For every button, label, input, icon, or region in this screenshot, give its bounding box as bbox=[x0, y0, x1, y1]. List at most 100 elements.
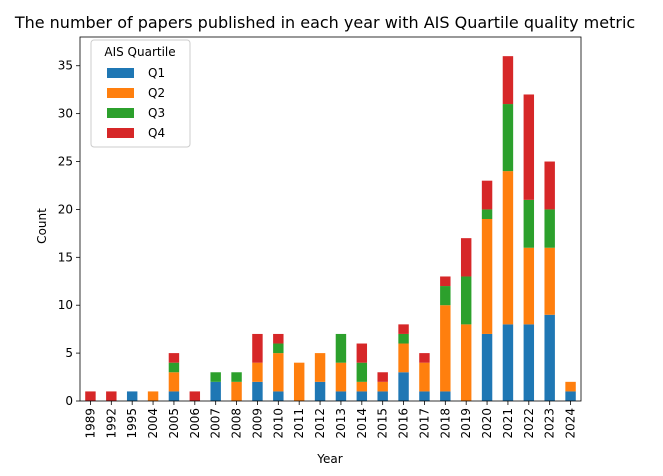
bar-q4-2005 bbox=[168, 353, 180, 363]
bar-q3-2010 bbox=[273, 343, 284, 354]
bar-q1-2022 bbox=[523, 324, 535, 401]
bar-q2-2017 bbox=[419, 362, 430, 392]
bar-q3-2019 bbox=[460, 276, 472, 325]
legend-box bbox=[90, 39, 191, 148]
bar-q3-2008 bbox=[231, 372, 242, 382]
bar-q4-1989 bbox=[85, 391, 96, 401]
bar-q4-2006 bbox=[189, 391, 201, 401]
x-tick-label: 2008 bbox=[230, 408, 244, 439]
bar-q1-2015 bbox=[377, 391, 388, 401]
y-tick-label: 20 bbox=[58, 202, 73, 216]
legend-items: Q1 Q2 Q3 Q4 bbox=[107, 66, 165, 140]
bar-q3-2022 bbox=[523, 199, 535, 248]
x-tick-label: 2016 bbox=[397, 408, 411, 439]
bar-q1-2005 bbox=[168, 391, 180, 401]
y-tick-label: 35 bbox=[58, 59, 73, 73]
legend-swatch-q2 bbox=[107, 88, 134, 98]
bar-q4-2014 bbox=[356, 343, 368, 363]
legend-swatch-q3 bbox=[107, 108, 134, 118]
y-axis-label: Count bbox=[35, 208, 49, 244]
y-tick-label: 5 bbox=[65, 346, 73, 360]
bar-q4-2016 bbox=[398, 324, 409, 334]
bar-q3-2020 bbox=[481, 209, 493, 219]
legend: AIS Quartile Q1 Q2 Q3 Q4 bbox=[90, 39, 191, 148]
x-tick-label: 2014 bbox=[355, 408, 369, 439]
bar-q4-2017 bbox=[419, 353, 430, 363]
x-tick-label: 2022 bbox=[522, 408, 536, 439]
x-tick-label: 1989 bbox=[83, 408, 97, 439]
bar-q2-2005 bbox=[168, 372, 180, 392]
x-tick-label: 2011 bbox=[292, 408, 306, 439]
y-tick-label: 10 bbox=[58, 298, 73, 312]
legend-swatch-q1 bbox=[107, 68, 134, 78]
x-tick-label: 2015 bbox=[376, 408, 390, 439]
bar-q3-2021 bbox=[502, 104, 514, 172]
y-axis-ticks: 0 5 10 15 20 25 30 35 bbox=[58, 59, 80, 408]
bar-q3-2014 bbox=[356, 362, 368, 382]
bar-q3-2013 bbox=[335, 333, 347, 363]
bar-q4-2022 bbox=[523, 94, 535, 200]
x-tick-label: 2021 bbox=[501, 408, 515, 439]
bar-q4-2019 bbox=[460, 238, 472, 277]
bar-q4-2018 bbox=[440, 276, 451, 287]
bar-q2-2016 bbox=[398, 343, 409, 373]
x-tick-label: 2009 bbox=[250, 408, 264, 439]
bar-q2-2011 bbox=[293, 362, 305, 401]
x-tick-label: 2023 bbox=[543, 408, 557, 439]
bar-q2-2004 bbox=[147, 391, 159, 401]
x-tick-label: 2004 bbox=[146, 408, 160, 439]
bar-q2-2010 bbox=[273, 353, 284, 392]
bar-q1-2010 bbox=[273, 391, 284, 401]
bar-q1-2017 bbox=[419, 391, 430, 401]
bar-q3-2005 bbox=[168, 362, 180, 373]
bar-q1-2021 bbox=[502, 324, 514, 401]
bar-q3-2023 bbox=[544, 209, 555, 248]
bar-q2-2015 bbox=[377, 381, 388, 392]
x-tick-label: 2019 bbox=[459, 408, 473, 439]
bar-q2-2014 bbox=[356, 381, 368, 392]
bar-q2-2008 bbox=[231, 381, 242, 401]
x-axis-ticks: 1989 1992 1995 2004 2005 2006 2007 2008 2009 2010… bbox=[83, 401, 578, 439]
bars bbox=[85, 56, 576, 401]
bar-q2-2021 bbox=[502, 171, 514, 325]
bar-q4-2023 bbox=[544, 161, 555, 210]
x-tick-label: 1992 bbox=[104, 408, 118, 439]
plot-frame bbox=[79, 36, 582, 402]
legend-label-q3: Q3 bbox=[148, 106, 165, 120]
y-tick-label: 0 bbox=[65, 394, 73, 408]
x-tick-label: 2013 bbox=[334, 408, 348, 439]
bar-q1-2007 bbox=[210, 381, 221, 401]
x-tick-label: 2007 bbox=[209, 408, 223, 439]
legend-title: AIS Quartile bbox=[104, 45, 175, 59]
bar-q1-2023 bbox=[544, 314, 555, 401]
x-tick-label: 2017 bbox=[417, 408, 431, 439]
x-tick-label: 2024 bbox=[564, 408, 578, 439]
bar-q4-2015 bbox=[377, 372, 388, 382]
bar-q2-2009 bbox=[252, 362, 263, 382]
bar-q4-2009 bbox=[252, 333, 263, 363]
y-tick-label: 30 bbox=[58, 107, 73, 121]
legend-label-q1: Q1 bbox=[148, 66, 165, 80]
x-tick-label: 2012 bbox=[313, 408, 327, 439]
bar-q1-2018 bbox=[440, 391, 451, 401]
bar-q1-2020 bbox=[481, 333, 493, 401]
bar-q1-2009 bbox=[252, 381, 263, 401]
bar-q1-2016 bbox=[398, 372, 409, 401]
bar-q1-1995 bbox=[126, 391, 138, 401]
bar-q2-2013 bbox=[335, 362, 347, 392]
bar-q1-2014 bbox=[356, 391, 368, 401]
bar-q4-2010 bbox=[273, 333, 284, 344]
y-tick-label: 25 bbox=[58, 155, 73, 169]
bar-q3-2007 bbox=[210, 372, 221, 382]
bar-q4-2020 bbox=[481, 180, 493, 210]
bar-q2-2024 bbox=[565, 381, 576, 392]
x-tick-label: 2005 bbox=[167, 408, 181, 439]
x-tick-label: 2010 bbox=[271, 408, 285, 439]
y-tick-label: 15 bbox=[58, 250, 73, 264]
legend-label-q4: Q4 bbox=[148, 126, 165, 140]
x-tick-label: 1995 bbox=[125, 408, 139, 439]
legend-swatch-q4 bbox=[107, 128, 134, 138]
bar-q2-2022 bbox=[523, 247, 535, 325]
chart-title: The number of papers published in each y… bbox=[14, 13, 635, 32]
